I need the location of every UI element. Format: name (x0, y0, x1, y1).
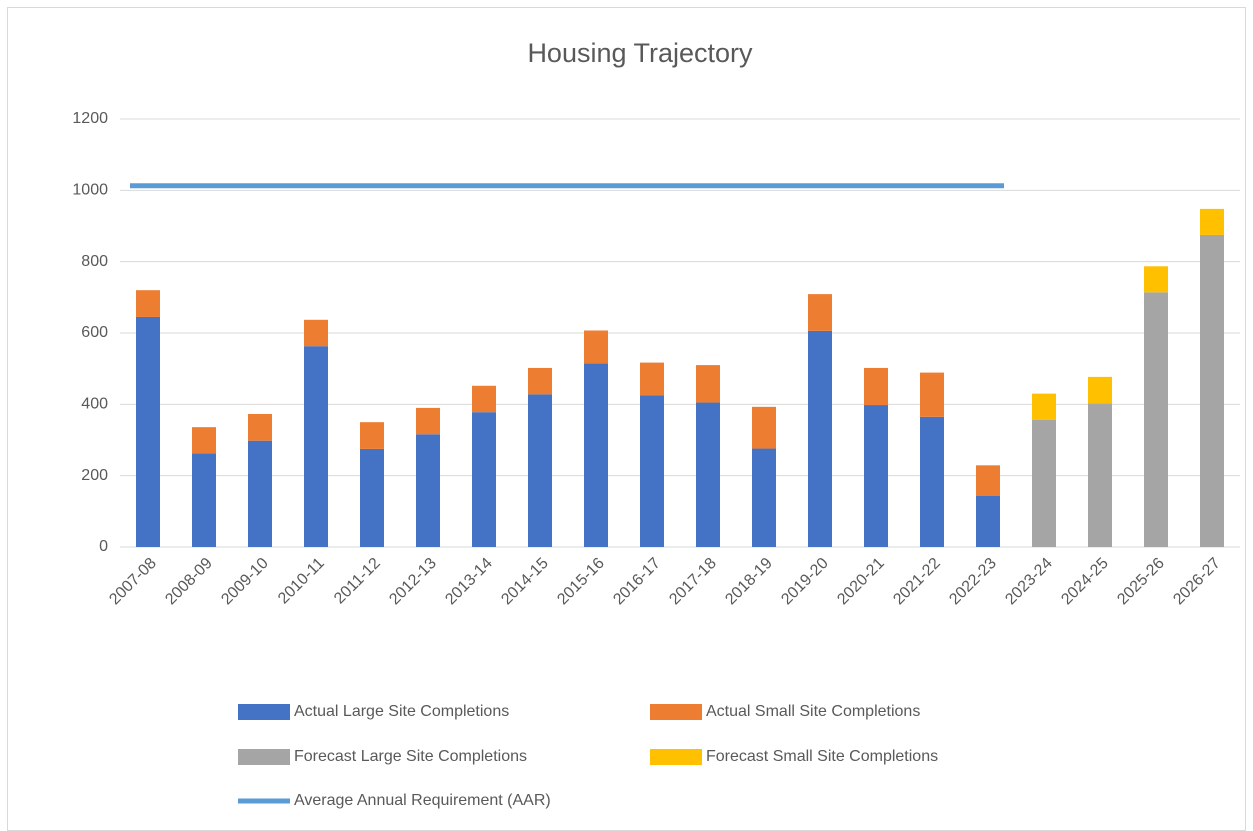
bar (1200, 208, 1224, 235)
bar (584, 330, 608, 364)
bar (1088, 376, 1112, 404)
bar (920, 416, 944, 547)
bar (360, 422, 384, 449)
legend-label: Average Annual Requirement (AAR) (294, 792, 551, 809)
bar (248, 413, 272, 441)
bar (640, 395, 664, 547)
legend-swatch (650, 749, 702, 765)
bar (1144, 292, 1168, 547)
bar (696, 365, 720, 403)
bar (976, 465, 1000, 496)
bar (808, 294, 832, 331)
legend-swatch (650, 704, 702, 720)
bar (976, 495, 1000, 547)
bar (1200, 234, 1224, 547)
bar (696, 402, 720, 547)
bar (360, 448, 384, 547)
bar (472, 385, 496, 413)
bar (752, 448, 776, 547)
legend-label: Actual Large Site Completions (294, 703, 509, 720)
bar (920, 372, 944, 417)
bar (1032, 393, 1056, 420)
legend-label: Forecast Large Site Completions (294, 748, 527, 765)
bar (304, 319, 328, 347)
legend-label: Actual Small Site Completions (706, 703, 920, 720)
legend-swatch (238, 749, 290, 765)
bar (640, 362, 664, 396)
bar (1032, 419, 1056, 547)
bar (584, 363, 608, 547)
y-tick-label: 0 (99, 538, 108, 555)
bar (248, 440, 272, 547)
bar (808, 330, 832, 547)
bar (1088, 403, 1112, 547)
y-tick-label: 400 (81, 396, 108, 413)
bar (864, 405, 888, 547)
chart-border (7, 7, 1246, 831)
bar (528, 367, 552, 395)
y-tick-label: 800 (81, 253, 108, 270)
bar (472, 412, 496, 547)
bar (1144, 266, 1168, 293)
bar (528, 394, 552, 547)
bar (136, 316, 160, 547)
bar (304, 346, 328, 547)
legend-label: Forecast Small Site Completions (706, 748, 938, 765)
y-tick-label: 1000 (72, 182, 108, 199)
bar (192, 427, 216, 454)
bar (752, 406, 776, 449)
y-tick-label: 600 (81, 324, 108, 341)
y-tick-label: 1200 (72, 110, 108, 127)
bar (416, 407, 440, 435)
bar (864, 367, 888, 406)
y-tick-label: 200 (81, 467, 108, 484)
legend-swatch (238, 704, 290, 720)
bar (416, 434, 440, 547)
bar (192, 453, 216, 547)
chart-title: Housing Trajectory (527, 38, 753, 68)
bar (136, 290, 160, 317)
